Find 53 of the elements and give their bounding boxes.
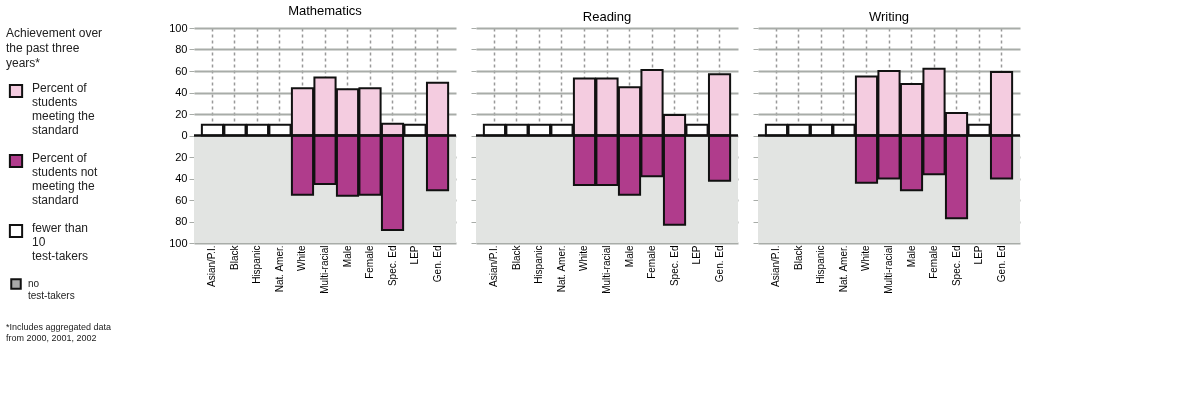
legend-title: Achievement over the past three years* bbox=[6, 26, 103, 70]
legend-label: fewer than 10 test-takers bbox=[32, 221, 89, 263]
x-tick-label: LEP bbox=[409, 245, 421, 265]
chart-title: Mathematics bbox=[288, 3, 363, 18]
x-tick-label: Black bbox=[792, 244, 804, 270]
x-tick-label: Black bbox=[510, 244, 522, 270]
x-tick-label: Hispanic bbox=[533, 245, 545, 284]
x-tick-label: Hispanic bbox=[815, 245, 827, 284]
x-tick-label: LEP bbox=[691, 245, 703, 265]
x-tick-label: Female bbox=[364, 245, 376, 279]
chart-title: Writing bbox=[868, 8, 910, 24]
y-tick-label: 80 bbox=[175, 43, 188, 55]
y-tick-label: 20 bbox=[175, 107, 188, 120]
x-tick-label: Asian/P.I. bbox=[770, 245, 782, 288]
legend-label: no test-takers bbox=[28, 278, 75, 301]
x-tick-label: White bbox=[578, 245, 590, 272]
y-tick-label: 40 bbox=[175, 172, 188, 184]
x-tick-label: Multi-racial bbox=[883, 245, 894, 294]
x-tick-label: Asian/P.I. bbox=[206, 245, 218, 288]
x-tick-label: Spec. Ed bbox=[950, 245, 962, 287]
x-tick-label: Male bbox=[341, 245, 353, 268]
y-tick-label: 100 bbox=[169, 236, 188, 249]
x-tick-label: Hispanic bbox=[251, 245, 263, 284]
x-tick-label: Multi-racial bbox=[601, 245, 612, 294]
x-tick-label: Black bbox=[228, 244, 240, 270]
x-tick-label: Gen. Ed bbox=[431, 245, 443, 283]
x-tick-label: White bbox=[296, 245, 308, 272]
x-tick-label: Spec. Ed bbox=[386, 245, 398, 287]
x-tick-label: Male bbox=[905, 245, 917, 268]
x-tick-label: Asian/P.I. bbox=[488, 245, 500, 288]
text: *Includes aggregated data from 2000, 2001, 2002 bbox=[6, 322, 112, 343]
legend-label: Percent of students not meeting the standard bbox=[32, 151, 99, 207]
x-tick-label: Male bbox=[623, 245, 635, 268]
legend-label: Percent of students meeting the standard bbox=[32, 81, 96, 137]
y-tick-label: 100 bbox=[169, 21, 188, 34]
y-tick-label: 60 bbox=[175, 64, 188, 77]
y-tick-label: 40 bbox=[175, 86, 188, 98]
x-tick-label: Female bbox=[928, 245, 940, 279]
x-tick-label: Nat. Amer. bbox=[837, 245, 849, 293]
x-tick-label: Spec. Ed bbox=[668, 245, 680, 287]
y-tick-label: 0 bbox=[181, 129, 188, 141]
y-tick-label: 80 bbox=[175, 215, 188, 227]
x-tick-label: Nat. Amer. bbox=[273, 245, 285, 293]
x-tick-label: Female bbox=[646, 245, 658, 279]
x-tick-label: Nat. Amer. bbox=[555, 245, 567, 293]
y-tick-label: 20 bbox=[175, 150, 188, 163]
chart-title: Reading bbox=[582, 8, 632, 24]
x-tick-label: LEP bbox=[973, 245, 985, 265]
x-tick-label: Multi-racial bbox=[319, 245, 330, 294]
x-tick-label: Gen. Ed bbox=[713, 245, 725, 283]
x-tick-label: White bbox=[860, 245, 872, 272]
y-tick-label: 60 bbox=[175, 193, 188, 206]
x-tick-label: Gen. Ed bbox=[995, 245, 1007, 283]
